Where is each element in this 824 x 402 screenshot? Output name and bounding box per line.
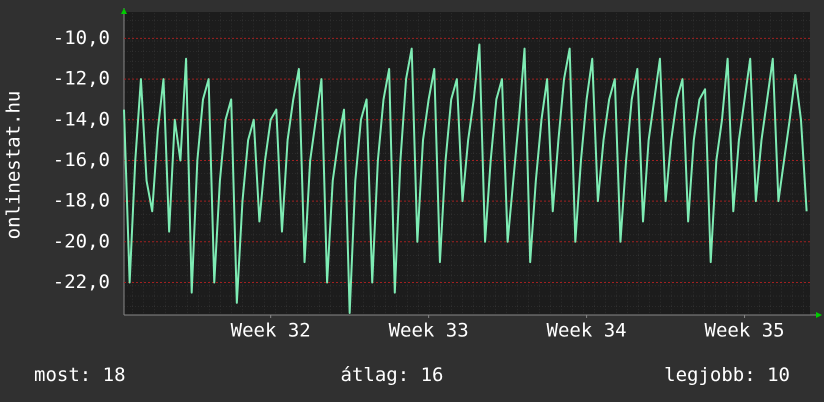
stat-value: 18 bbox=[103, 364, 126, 386]
x-arrow bbox=[816, 312, 822, 318]
x-tick-label: Week 32 bbox=[231, 320, 311, 342]
stat: átlag: 16 bbox=[341, 364, 444, 386]
stat-value: 16 bbox=[421, 364, 444, 386]
y-tick-label: -18,0 bbox=[53, 190, 110, 212]
stat-label: átlag: bbox=[341, 364, 410, 386]
y-tick-label: -12,0 bbox=[53, 68, 110, 90]
stat: most: 18 bbox=[34, 364, 126, 386]
stat-label: legjobb: bbox=[664, 364, 756, 386]
stat-label: most: bbox=[34, 364, 91, 386]
data-line bbox=[123, 43, 808, 314]
x-tick-label: Week 35 bbox=[705, 320, 785, 342]
x-tick-label: Week 33 bbox=[389, 320, 469, 342]
y-tick-label: -20,0 bbox=[53, 230, 110, 252]
x-tick-label: Week 34 bbox=[547, 320, 627, 342]
stat: legjobb: 10 bbox=[664, 364, 790, 386]
stat-value: 10 bbox=[767, 364, 790, 386]
y-tick-label: -16,0 bbox=[53, 149, 110, 171]
y-axis-label: onlinestat.hu bbox=[3, 91, 25, 240]
y-tick-label: -22,0 bbox=[53, 271, 110, 293]
y-arrow bbox=[121, 8, 127, 14]
y-tick-label: -14,0 bbox=[53, 108, 110, 130]
y-tick-label: -10,0 bbox=[53, 27, 110, 49]
